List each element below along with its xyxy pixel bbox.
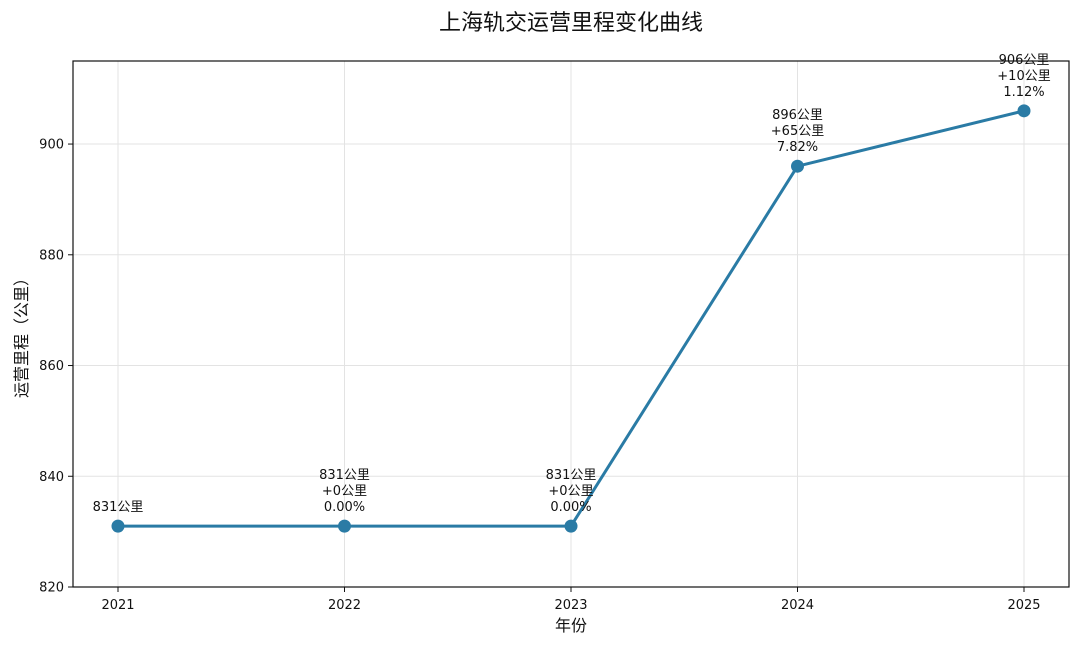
data-label: 906公里 — [999, 53, 1050, 68]
data-label: +0公里 — [548, 484, 593, 499]
data-label: 0.00% — [324, 500, 365, 515]
data-label: 1.12% — [1003, 85, 1044, 100]
data-label: 831公里 — [319, 468, 370, 483]
y-tick-label: 820 — [39, 581, 64, 596]
data-label: +65公里 — [771, 124, 824, 139]
x-axis-label: 年份 — [555, 616, 587, 635]
y-axis-label: 运营里程（公里） — [12, 270, 31, 398]
data-label: 896公里 — [772, 108, 823, 123]
x-tick-label: 2021 — [101, 598, 134, 613]
x-tick-label: 2023 — [554, 598, 587, 613]
x-tick-label: 2022 — [328, 598, 361, 613]
data-label: +0公里 — [322, 484, 367, 499]
x-tick-label: 2025 — [1007, 598, 1040, 613]
data-label: 0.00% — [550, 500, 591, 515]
data-point — [564, 519, 578, 533]
y-tick-label: 900 — [39, 138, 64, 153]
chart-title: 上海轨交运营里程变化曲线 — [439, 11, 703, 36]
data-point — [338, 519, 351, 533]
data-point — [1017, 104, 1031, 118]
data-points — [111, 104, 1031, 533]
data-label: 7.82% — [777, 140, 818, 155]
y-tick-label: 840 — [39, 470, 64, 485]
data-label: 831公里 — [546, 468, 597, 483]
data-labels: 831公里831公里+0公里0.00%831公里+0公里0.00%896公里+6… — [93, 53, 1051, 515]
data-label: 831公里 — [93, 500, 144, 515]
data-point — [111, 519, 125, 533]
y-tick-label: 860 — [39, 359, 64, 374]
data-label: +10公里 — [997, 69, 1050, 84]
x-tick-label: 2024 — [781, 598, 814, 613]
y-tick-label: 880 — [39, 248, 64, 263]
y-axis-ticks: 820 840 860 880 900 — [39, 138, 73, 596]
data-point — [791, 159, 804, 173]
x-axis-ticks: 2021 2022 2023 2024 2025 — [101, 587, 1041, 613]
